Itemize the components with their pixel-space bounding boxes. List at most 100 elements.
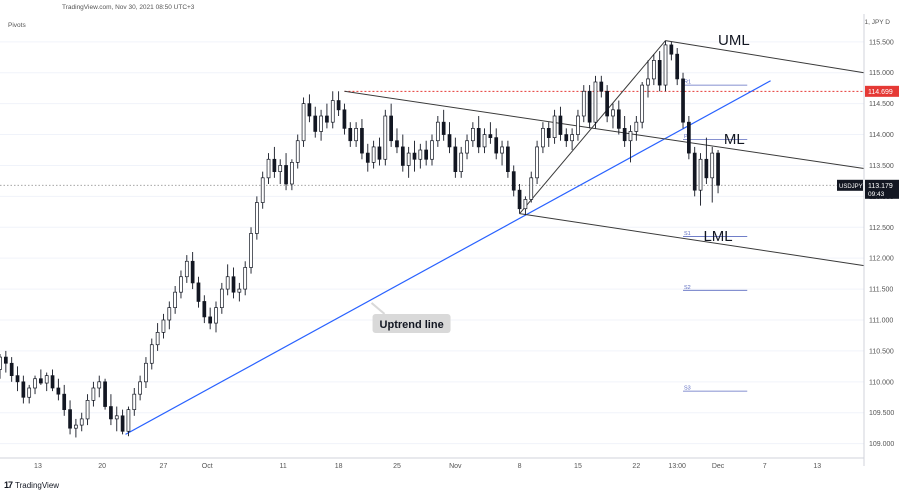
candle-body	[377, 146, 382, 160]
y-tick-label: 112.500	[869, 225, 894, 232]
candle-body	[272, 158, 277, 172]
candle-body	[506, 146, 510, 172]
candle-body	[97, 381, 102, 389]
x-tick-label: 13	[34, 463, 42, 470]
candle-body	[435, 121, 440, 142]
candle-body	[488, 134, 493, 138]
candle-body	[535, 146, 539, 179]
candle-body	[354, 128, 358, 142]
candle-body	[576, 115, 580, 135]
candle-body	[640, 84, 645, 123]
indicator-label[interactable]: Pivots	[8, 22, 26, 29]
callout-pointer	[370, 302, 386, 315]
candle-body	[441, 121, 446, 135]
candle-body	[225, 276, 230, 290]
x-tick-label: 13	[813, 463, 821, 470]
y-tick-label: 110.500	[869, 348, 894, 355]
candle-body	[79, 418, 84, 426]
candle-body	[173, 291, 177, 308]
symbol-tag	[837, 179, 863, 191]
candle-body	[138, 381, 142, 395]
symbol-tag-label: USDJPY	[839, 184, 863, 190]
candle-body	[546, 128, 551, 138]
candle-body	[219, 288, 224, 308]
pivot-level-label: S2	[684, 285, 691, 291]
candle-body	[68, 409, 72, 429]
candle-body	[301, 103, 306, 142]
candle-body	[698, 158, 703, 191]
pivot-level-label: S1	[684, 231, 691, 237]
symbol-label[interactable]: 1, JPY D	[864, 19, 890, 26]
x-tick-label: 7	[763, 463, 767, 470]
y-tick-label: 113.500	[869, 163, 894, 170]
candle-body	[27, 387, 32, 398]
x-tick-label: 18	[335, 463, 343, 470]
candle-body	[692, 152, 697, 191]
x-tick-label: 22	[632, 463, 640, 470]
candle-body	[103, 381, 107, 407]
candle-body	[120, 415, 125, 432]
fork-annotation-label: UML	[718, 32, 750, 49]
candle-body	[371, 146, 376, 163]
candle-body	[74, 424, 78, 429]
candle-body	[465, 140, 469, 154]
candle-body	[634, 121, 639, 132]
candle-body	[716, 152, 720, 186]
candle-body	[406, 152, 411, 166]
candle-body	[196, 282, 201, 302]
ml-line	[344, 90, 865, 170]
candle-body	[284, 165, 288, 185]
candle-body	[570, 134, 574, 142]
x-tick-label: Dec	[712, 463, 725, 470]
candle-body	[675, 53, 680, 80]
y-tick-label: 115.500	[869, 39, 894, 46]
tradingview-brand[interactable]: 17 TradingView	[4, 480, 59, 490]
candle-body	[395, 140, 399, 148]
pivot-levels: R1 P S1 S2 S3	[683, 80, 748, 392]
candle-body	[336, 100, 341, 111]
candle-body	[91, 387, 96, 401]
candle-body	[523, 199, 528, 210]
y-tick-label: 109.000	[869, 441, 894, 448]
candle-body	[214, 307, 218, 324]
x-tick-label: 8	[518, 463, 522, 470]
candle-body	[651, 60, 656, 80]
candle-body	[453, 146, 458, 172]
candle-body	[330, 100, 335, 123]
candle-body	[611, 109, 615, 117]
candle-body	[126, 409, 131, 432]
candle-body	[114, 415, 119, 420]
candle-body	[517, 189, 522, 210]
pivot-level-label: R1	[684, 80, 691, 86]
candle-body	[616, 109, 621, 129]
candle-body	[471, 128, 475, 142]
candle-body	[511, 171, 516, 191]
uml-line	[665, 40, 865, 74]
fork-annotation-label: ML	[724, 131, 745, 148]
candle-body	[494, 137, 499, 154]
candle-body	[424, 149, 429, 160]
candle-body	[0, 356, 2, 370]
candle-body	[325, 115, 329, 123]
callout-label: Uptrend line	[380, 319, 444, 331]
pivot-level-label: P	[684, 134, 688, 140]
candle-body	[476, 128, 481, 148]
candle-body	[109, 406, 113, 420]
last-price-countdown: 09:43	[868, 191, 885, 198]
candle-body	[412, 152, 417, 160]
candle-body	[500, 146, 504, 154]
candle-body	[587, 90, 592, 123]
y-tick-label: 114.500	[869, 101, 894, 108]
candle-body	[161, 319, 166, 333]
y-tick-label: 112.000	[869, 256, 894, 263]
last-price-label: 113.179	[868, 183, 893, 190]
annotations: UML ML LML Uptrend line	[370, 32, 750, 333]
grid	[0, 41, 864, 445]
uptrend-line	[125, 80, 771, 435]
y-tick-label: 111.000	[869, 318, 893, 325]
candle-body	[266, 158, 271, 179]
candle-body	[342, 109, 347, 129]
candle-body	[593, 81, 598, 123]
candle-body	[144, 362, 148, 383]
